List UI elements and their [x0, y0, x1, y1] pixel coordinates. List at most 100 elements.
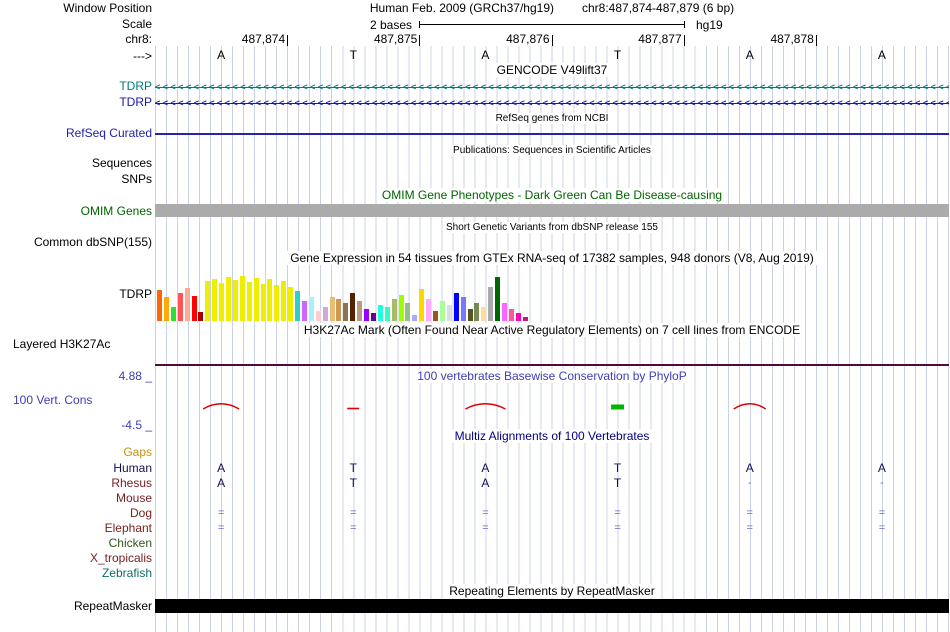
common-dbsnp-label[interactable]: Common dbSNP(155) [33, 235, 152, 249]
alignment-cell: A [481, 476, 490, 490]
gtex-expression-bar [239, 276, 245, 321]
alignment-cell: A [217, 461, 226, 475]
phylop-mark [611, 404, 625, 410]
gencode-transcript-row-1[interactable]: <<<<<<<<<<<<<<<<<<<<<<<<<<<<<<<<<<<<<<<<… [155, 81, 949, 94]
chromosome-label: chr8: [125, 32, 152, 46]
scale-value: 2 bases [369, 18, 412, 32]
gtex-expression-bar [370, 313, 376, 321]
gtex-expression-bar [336, 299, 342, 321]
coordinate-tick [419, 35, 420, 46]
alignment-cell: A [481, 461, 490, 475]
repeatmasker-bar[interactable] [155, 599, 949, 613]
gtex-expression-bar [170, 307, 176, 321]
publications-track-title: Publications: Sequences in Scientific Ar… [155, 144, 949, 157]
scale-assembly: hg19 [696, 18, 723, 32]
alignment-cell: A [877, 461, 886, 475]
alignment-cell: = [217, 522, 225, 534]
alignment-cell: = [482, 507, 489, 519]
multiz-species-label[interactable]: Rhesus [111, 476, 152, 490]
phylop-signal[interactable] [155, 372, 949, 430]
alignment-cell: = [350, 507, 357, 519]
omim-track-title: OMIM Gene Phenotypes - Dark Green Can Be… [155, 188, 949, 202]
gene-label-tdrp-2[interactable]: TDRP [119, 95, 152, 109]
gtex-expression-bar [219, 283, 225, 321]
gtex-expression-bar [177, 293, 183, 321]
multiz-species-label[interactable]: Human [113, 461, 152, 475]
gene-label-tdrp-1[interactable]: TDRP [119, 79, 152, 93]
phylop-track-label[interactable]: 100 Vert. Cons [13, 393, 93, 407]
assembly-title: Human Feb. 2009 (GRCh37/hg19) [369, 1, 554, 15]
alignment-cell: = [878, 507, 886, 519]
gtex-gene-label[interactable]: TDRP [119, 287, 152, 301]
publications-snps-label[interactable]: SNPs [121, 172, 152, 186]
coordinate-tick [816, 35, 817, 46]
coordinate-label: 487,877 [638, 32, 682, 46]
omim-genes-label[interactable]: OMIM Genes [80, 204, 152, 218]
repeatmasker-label[interactable]: RepeatMasker [73, 599, 152, 613]
scale-bar [419, 21, 685, 28]
alignment-cell: T [613, 461, 622, 475]
position-range: chr8:487,874-487,879 (6 bp) [582, 1, 735, 15]
alignment-cell: A [745, 461, 754, 475]
gtex-expression-bar [522, 317, 528, 321]
multiz-gaps-label[interactable]: Gaps [123, 445, 152, 459]
multiz-species-label[interactable]: Dog [129, 506, 152, 520]
gtex-expression-bar [467, 309, 473, 321]
gtex-expression-bar [391, 299, 397, 321]
scale-label: Scale [121, 17, 152, 31]
coordinate-label: 487,876 [506, 32, 550, 46]
multiz-species-label[interactable]: Chicken [108, 536, 152, 550]
alignment-cell: = [614, 522, 621, 534]
base-letter: A [481, 48, 490, 62]
gtex-expression-bar [295, 291, 300, 321]
multiz-species-label[interactable]: X_tropicalis [89, 551, 152, 565]
alignment-cell: - [747, 477, 752, 489]
gtex-expression-bar [281, 281, 287, 321]
coordinate-label: 487,875 [373, 32, 418, 46]
layered-h3k27ac-label[interactable]: Layered H3K27Ac [13, 337, 111, 351]
base-letter: T [349, 48, 357, 62]
publications-sequences-label[interactable]: Sequences [91, 156, 152, 170]
gtex-track-title: Gene Expression in 54 tissues from GTEx … [155, 251, 949, 265]
gtex-expression-bar [267, 279, 273, 321]
gtex-expression-bar [364, 309, 369, 321]
gtex-expression-bar [474, 303, 480, 321]
alignment-cell: T [349, 476, 357, 490]
base-position-guidelines [155, 46, 949, 632]
alignment-cell: T [613, 476, 622, 490]
gtex-expression-bar [163, 297, 169, 321]
base-letter: A [745, 48, 754, 62]
h3k27ac-signal-line[interactable] [155, 364, 949, 366]
gtex-expression-bar [184, 288, 190, 321]
multiz-species-label[interactable]: Elephant [104, 521, 152, 535]
refseq-track-title: RefSeq genes from NCBI [155, 112, 949, 125]
phylop-track-title: 100 vertebrates Basewise Conservation by… [155, 369, 949, 383]
gencode-transcript-row-2[interactable]: <<<<<<<<<<<<<<<<<<<<<<<<<<<<<<<<<<<<<<<<… [155, 97, 949, 110]
gtex-expression-bar [488, 287, 494, 321]
gtex-expression-bar [350, 293, 356, 321]
coordinate-label: 487,874 [241, 32, 286, 46]
gtex-expression-bar [253, 278, 259, 321]
alignment-cell: = [217, 507, 225, 519]
refseq-curated-track-line[interactable] [155, 133, 949, 135]
alignment-cell: A [217, 476, 226, 490]
gtex-expression-bar [446, 305, 452, 321]
window-position-label: Window Position [63, 1, 152, 15]
refseq-curated-label[interactable]: RefSeq Curated [65, 126, 152, 140]
coordinate-tick [552, 35, 553, 46]
gtex-expression-bar [481, 307, 487, 321]
gtex-expression-bar [357, 301, 363, 321]
multiz-species-label[interactable]: Mouse [115, 491, 152, 505]
dbsnp-track-title: Short Genetic Variants from dbSNP releas… [155, 221, 949, 234]
omim-gene-bar[interactable] [155, 204, 949, 217]
coordinate-tick [684, 35, 685, 46]
gtex-expression-chart[interactable] [155, 265, 949, 321]
multiz-species-label[interactable]: Zebrafish [101, 566, 152, 580]
base-letter: A [877, 48, 886, 62]
phylop-mark [202, 403, 240, 410]
gtex-expression-bar [212, 279, 218, 321]
gtex-expression-bar [398, 295, 404, 321]
h3k27ac-track-title: H3K27Ac Mark (Often Found Near Active Re… [155, 323, 949, 337]
gtex-expression-bar [495, 277, 501, 321]
